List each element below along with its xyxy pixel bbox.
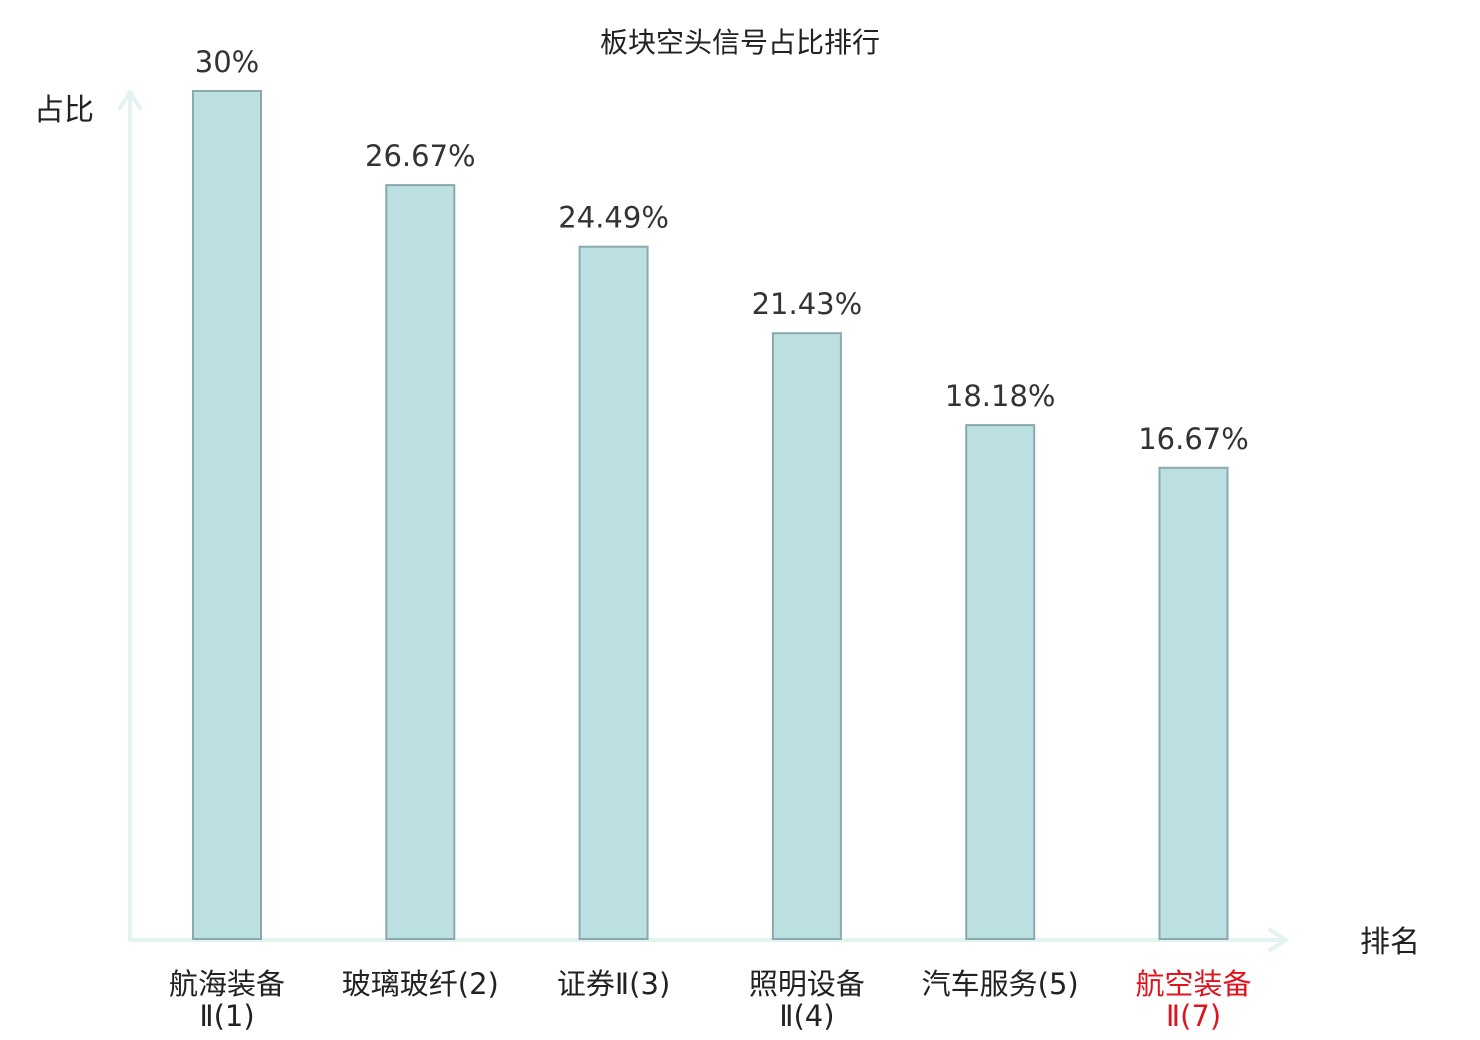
x-axis-arrowhead	[1268, 928, 1288, 952]
bar	[1158, 466, 1229, 940]
category-label: 证券Ⅱ(3)	[557, 967, 670, 1001]
bar	[192, 90, 262, 940]
value-label: 24.49%	[558, 201, 669, 235]
category-label: 玻璃玻纤(2)	[342, 967, 499, 1001]
category-label-line: 玻璃玻纤(2)	[342, 967, 499, 1001]
category-label-line: Ⅱ(4)	[779, 999, 834, 1033]
bar	[771, 332, 842, 940]
bar	[385, 184, 456, 941]
category-label-line: Ⅱ(7)	[1166, 999, 1221, 1033]
bar	[578, 245, 649, 940]
category-label-line: 照明设备	[749, 967, 865, 1001]
bars-group	[192, 90, 1229, 941]
category-label-line: 汽车服务(5)	[922, 967, 1079, 1001]
value-label: 26.67%	[365, 139, 476, 173]
category-label: 航海装备 Ⅱ(1)	[169, 967, 285, 1033]
category-label: 航空装备 Ⅱ(7)	[1135, 967, 1251, 1033]
category-label-line: 航空装备	[1135, 967, 1251, 1001]
category-label: 照明设备 Ⅱ(4)	[749, 967, 865, 1033]
chart-title: 板块空头信号占比排行	[600, 26, 880, 59]
category-label-line: 航海装备	[169, 967, 285, 1001]
y-axis-title: 占比	[34, 93, 94, 128]
y-axis-arrowhead	[118, 90, 142, 110]
value-label: 21.43%	[752, 287, 863, 321]
value-label: 16.67%	[1138, 422, 1249, 456]
value-labels-group: 30% 26.67% 24.49% 21.43% 18.18% 16.67%	[195, 45, 1249, 456]
x-axis-title: 排名	[1360, 925, 1420, 960]
category-label-line: Ⅱ(1)	[199, 999, 254, 1033]
value-label: 30%	[195, 45, 259, 79]
category-label-line: 证券Ⅱ(3)	[557, 967, 670, 1001]
category-label: 汽车服务(5)	[922, 967, 1079, 1001]
bar	[965, 424, 1036, 941]
value-label: 18.18%	[945, 379, 1056, 413]
category-labels-group: 航海装备 Ⅱ(1) 玻璃玻纤(2) 证券Ⅱ(3) 照明设备 Ⅱ(4) 汽车服务(5) 航空装备…	[169, 967, 1252, 1033]
